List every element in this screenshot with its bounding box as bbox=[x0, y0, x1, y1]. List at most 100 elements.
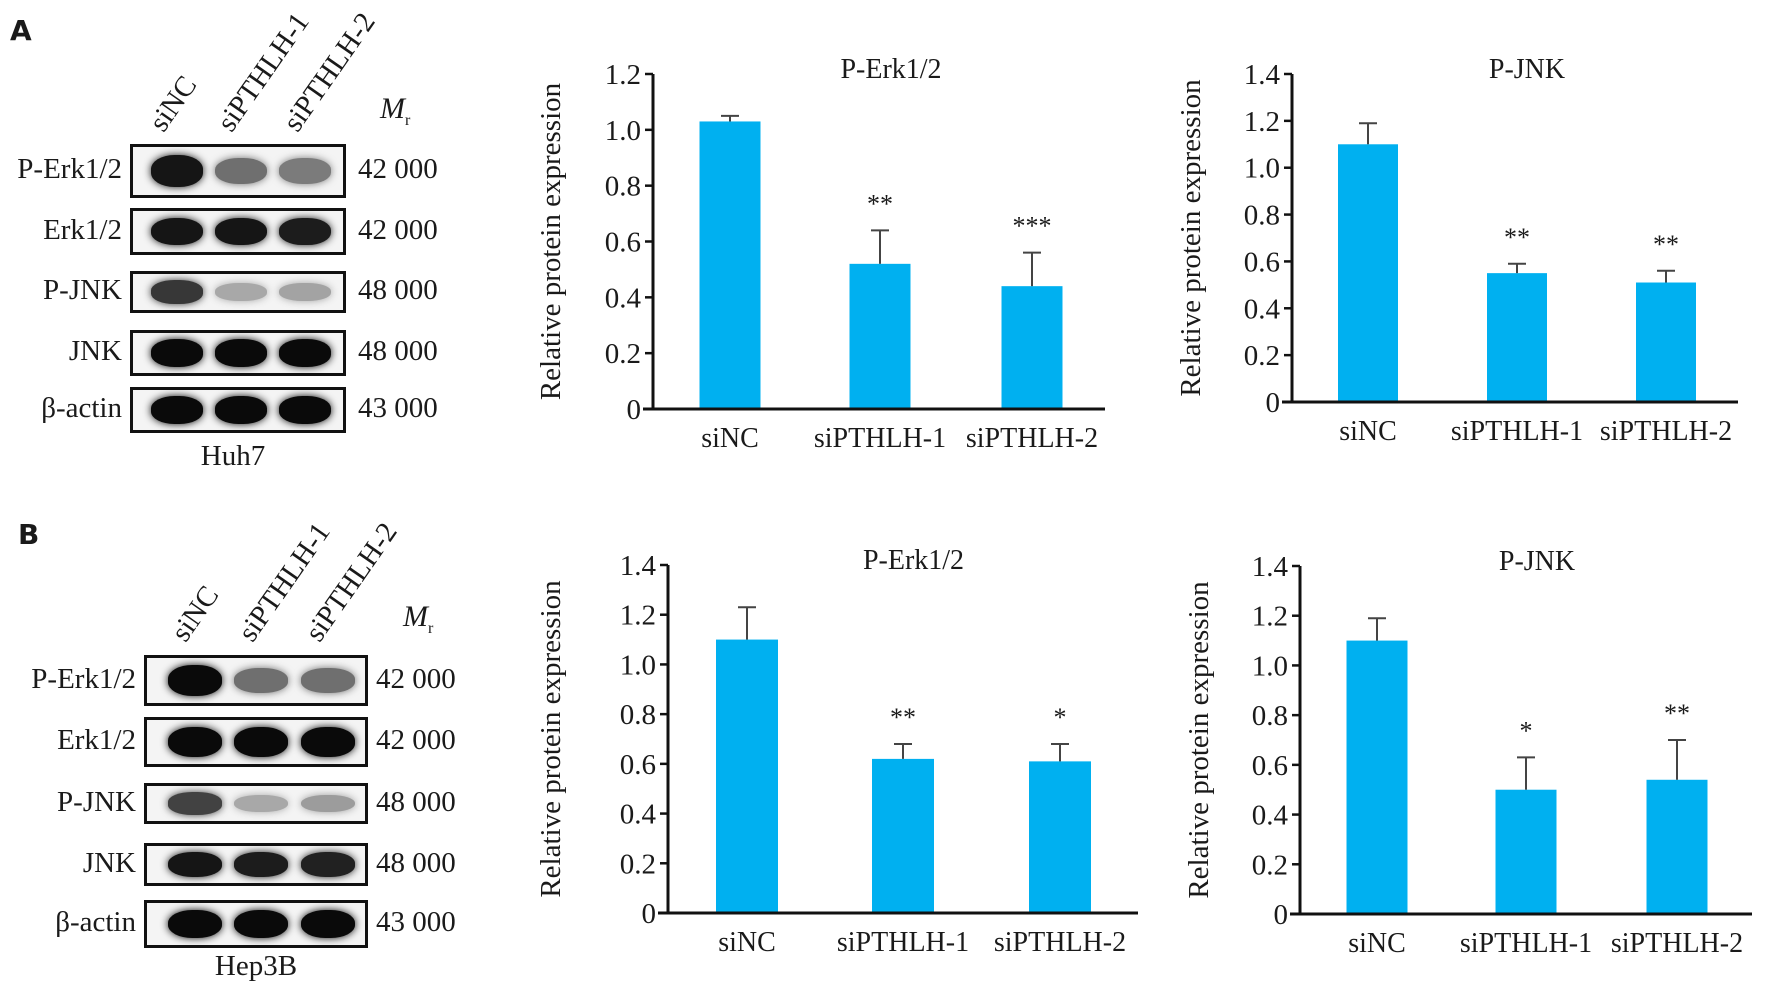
blot-band bbox=[151, 339, 203, 367]
y-tick-label: 1.4 bbox=[1244, 59, 1281, 91]
significance-marker: * bbox=[1054, 703, 1067, 732]
chart-b-pjnk: siNC * siPTHLH-1 ** siPTHLH-2 0 0.2 0.4 0.6 0.8 1.… bbox=[1183, 546, 1752, 959]
y-axis-label: Relative protein expression bbox=[1183, 581, 1215, 899]
blot-label--actin: β-actin bbox=[41, 392, 122, 424]
mr-value-erk1-2: 42 000 bbox=[358, 213, 438, 246]
y-tick-label: 1.0 bbox=[620, 649, 656, 681]
blot-label-jnk: JNK bbox=[68, 335, 122, 367]
bar-sipthlh-2 bbox=[1636, 282, 1696, 402]
y-axis-label: Relative protein expression bbox=[1175, 79, 1207, 397]
bar-sinc bbox=[1346, 640, 1408, 914]
y-tick-label: 0.6 bbox=[1252, 750, 1288, 782]
mr-header-sub-b: r bbox=[428, 620, 434, 637]
chart-title: P-Erk1/2 bbox=[840, 54, 941, 85]
cell-line-label-hep3b: Hep3B bbox=[214, 950, 298, 982]
panel-b-letter: B bbox=[18, 518, 40, 551]
blot-band bbox=[301, 852, 355, 877]
blot-image-jnk bbox=[144, 843, 368, 886]
blot-band bbox=[234, 727, 288, 757]
x-tick-label: siPTHLH-1 bbox=[814, 423, 946, 454]
significance-marker: ** bbox=[1653, 230, 1679, 259]
bar-sipthlh-1 bbox=[1487, 273, 1547, 402]
blot-image-jnk bbox=[130, 330, 346, 376]
y-tick-label: 0.4 bbox=[620, 799, 657, 831]
x-tick-label: siPTHLH-2 bbox=[1600, 416, 1732, 447]
significance-marker: ** bbox=[890, 703, 916, 732]
x-tick-label: siPTHLH-1 bbox=[1460, 928, 1592, 959]
blot-image--actin bbox=[144, 900, 368, 948]
significance-marker: ** bbox=[867, 189, 893, 218]
blot-band bbox=[215, 396, 267, 424]
y-tick-label: 1.4 bbox=[620, 550, 657, 582]
blot-band bbox=[151, 396, 203, 424]
y-tick-label: 0.2 bbox=[620, 848, 656, 880]
significance-marker: ** bbox=[1664, 699, 1690, 728]
bar-sipthlh-1 bbox=[872, 758, 934, 913]
mr-value-p-erk1-2: 42 000 bbox=[358, 153, 438, 185]
blot-band bbox=[279, 396, 331, 424]
y-tick-label: 0.8 bbox=[605, 171, 641, 203]
x-tick-label: siPTHLH-2 bbox=[966, 423, 1098, 454]
x-tick-label: siNC bbox=[701, 423, 759, 454]
chart-title: P-JNK bbox=[1499, 546, 1575, 577]
blot-label-jnk: JNK bbox=[82, 846, 136, 879]
blot-band bbox=[168, 727, 222, 757]
blot-band bbox=[234, 794, 288, 813]
mr-value-p-jnk: 48 000 bbox=[376, 785, 456, 818]
chart-a-perk: siNC ** siPTHLH-1 *** siPTHLH-2 0 0.2 0.4 0.6 0.8… bbox=[535, 54, 1105, 454]
y-tick-label: 0.6 bbox=[620, 749, 656, 781]
bar-sipthlh-1 bbox=[849, 263, 911, 409]
y-tick-label: 0.6 bbox=[605, 227, 641, 259]
blot-band bbox=[301, 794, 355, 813]
blot-band bbox=[215, 283, 267, 301]
y-tick-label: 0.2 bbox=[605, 338, 641, 370]
bar-sipthlh-2 bbox=[1001, 286, 1063, 409]
blot-band bbox=[215, 339, 267, 367]
blot-band bbox=[301, 909, 355, 939]
mr-value--actin: 43 000 bbox=[358, 392, 438, 424]
blot-image-p-jnk bbox=[144, 783, 368, 824]
y-tick-label: 0 bbox=[1266, 387, 1281, 419]
y-tick-label: 0.8 bbox=[1252, 700, 1288, 732]
blot-band bbox=[279, 158, 331, 184]
y-tick-label: 0.4 bbox=[605, 282, 642, 314]
blot-image-p-jnk bbox=[130, 271, 346, 313]
blot-image-p-erk1-2 bbox=[130, 144, 346, 198]
y-axis-label: Relative protein expression bbox=[535, 82, 567, 400]
y-tick-label: 1.2 bbox=[1244, 106, 1280, 138]
chart-a-pjnk: siNC ** siPTHLH-1 ** siPTHLH-2 0 0.2 0.4 0.6 0.8 1… bbox=[1175, 54, 1738, 447]
y-tick-label: 0.2 bbox=[1252, 849, 1288, 881]
blot-band bbox=[279, 282, 331, 302]
y-tick-label: 1.4 bbox=[1252, 551, 1289, 583]
blot-band bbox=[234, 668, 288, 693]
blot-label-p-erk1-2: P-Erk1/2 bbox=[31, 662, 136, 695]
blot-band bbox=[301, 727, 355, 757]
x-tick-label: siPTHLH-1 bbox=[837, 927, 969, 958]
blot-band bbox=[168, 851, 222, 878]
mr-header-sub: r bbox=[405, 112, 411, 129]
bar-sinc bbox=[699, 121, 761, 409]
chart-title: P-Erk1/2 bbox=[863, 545, 964, 576]
x-tick-label: siPTHLH-2 bbox=[1611, 928, 1743, 959]
y-tick-label: 0 bbox=[627, 394, 642, 426]
blot-band bbox=[279, 339, 331, 367]
blot-label-p-jnk: P-JNK bbox=[43, 274, 122, 306]
bar-sinc bbox=[1338, 144, 1398, 403]
cell-line-label-huh7: Huh7 bbox=[200, 440, 266, 472]
blot-label-p-jnk: P-JNK bbox=[57, 785, 136, 818]
y-tick-label: 1.2 bbox=[1252, 601, 1288, 633]
blot-band bbox=[301, 668, 355, 693]
blot-image-erk1-2 bbox=[130, 208, 346, 255]
mr-value-p-erk1-2: 42 000 bbox=[376, 662, 456, 695]
x-tick-label: siNC bbox=[718, 927, 776, 958]
y-tick-label: 0.2 bbox=[1244, 340, 1280, 372]
blot-band bbox=[151, 217, 203, 246]
blot-image-p-erk1-2 bbox=[144, 655, 368, 706]
y-tick-label: 1.0 bbox=[1244, 153, 1280, 185]
y-axis-label: Relative protein expression bbox=[535, 580, 567, 898]
blot-band bbox=[279, 217, 331, 246]
blot-band bbox=[215, 217, 267, 246]
mr-header-m-b: M bbox=[403, 600, 428, 633]
mr-header-b: Mr bbox=[403, 600, 433, 638]
